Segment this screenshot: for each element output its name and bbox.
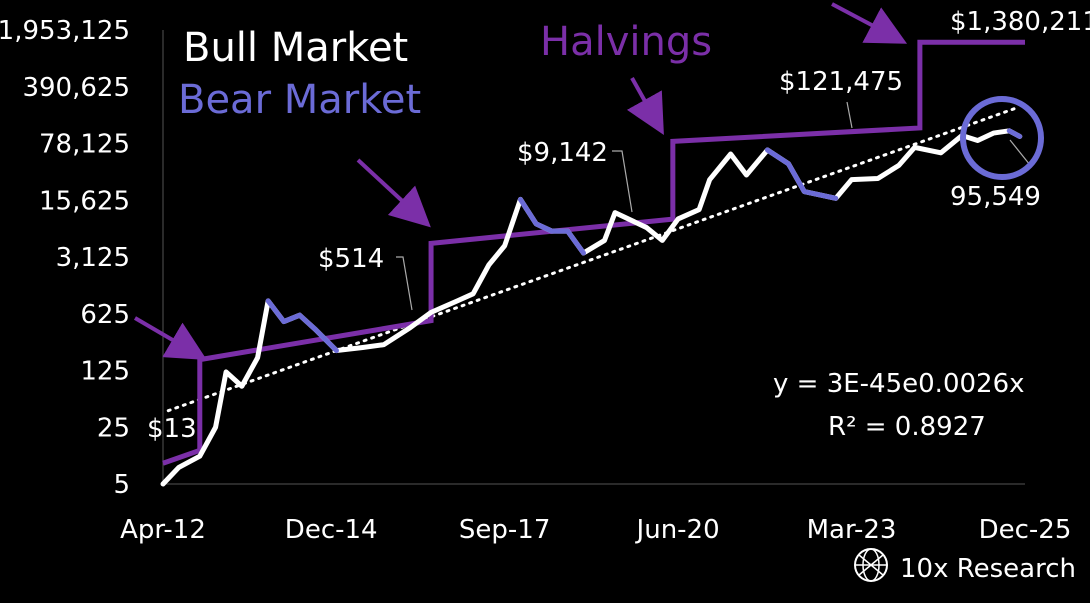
globe-logo-icon bbox=[852, 546, 890, 591]
price-line-bear bbox=[1006, 128, 1023, 139]
y-tick-labels: 1,953,125 390,625 78,125 15,625 3,125 625 125 2… bbox=[0, 16, 130, 500]
current-price-circle bbox=[960, 96, 1044, 180]
y-tick-label: 625 bbox=[80, 300, 130, 330]
y-tick-label: 78,125 bbox=[39, 130, 130, 160]
y-tick-label: 3,125 bbox=[56, 243, 130, 273]
trend-line bbox=[166, 107, 1016, 413]
price-line-bear bbox=[764, 147, 839, 201]
bear-market-segments bbox=[265, 128, 1023, 354]
halving-arrow-1 bbox=[133, 316, 207, 361]
current-price-label: 95,549 bbox=[950, 182, 1041, 212]
y-tick-label: 15,625 bbox=[39, 186, 130, 216]
legend-bull-market: Bull Market bbox=[183, 25, 408, 71]
y-tick-label: 390,625 bbox=[22, 73, 130, 103]
halving-label-13: $13 bbox=[147, 414, 197, 444]
halving-arrow-4 bbox=[831, 2, 908, 44]
x-tick-label: Jun-20 bbox=[635, 515, 720, 545]
x-tick-label: Apr-12 bbox=[120, 515, 206, 545]
y-tick-label: 1,953,125 bbox=[0, 16, 130, 46]
brand-footer: 10x Research bbox=[852, 546, 1076, 591]
regression-equation: y = 3E-45e0.0026x bbox=[773, 369, 1025, 399]
regression-r2: R² = 0.8927 bbox=[828, 412, 986, 442]
x-tick-label: Dec-25 bbox=[979, 515, 1072, 545]
x-tick-label: Mar-23 bbox=[807, 515, 897, 545]
y-tick-label: 25 bbox=[97, 413, 130, 443]
halving-label-1380211: $1,380,211 bbox=[950, 7, 1090, 37]
price-line-bear bbox=[517, 196, 586, 256]
legend-halvings: Halvings bbox=[540, 19, 712, 65]
y-tick-label: 5 bbox=[113, 470, 130, 500]
x-tick-labels: Apr-12 Dec-14 Sep-17 Jun-20 Mar-23 Dec-25 bbox=[120, 515, 1071, 545]
brand-name: 10x Research bbox=[900, 553, 1076, 584]
x-tick-label: Sep-17 bbox=[459, 515, 550, 545]
halving-label-514: $514 bbox=[318, 244, 384, 274]
halving-label-9142: $9,142 bbox=[517, 138, 608, 168]
legend-bear-market: Bear Market bbox=[178, 77, 421, 123]
y-tick-label: 125 bbox=[80, 357, 130, 387]
halving-arrow-2 bbox=[356, 158, 431, 228]
halving-arrow-3 bbox=[626, 77, 664, 135]
leader-lines bbox=[396, 101, 1031, 311]
x-tick-label: Dec-14 bbox=[285, 515, 378, 545]
price-line-bear bbox=[265, 298, 339, 354]
halving-label-121475: $121,475 bbox=[779, 67, 903, 97]
